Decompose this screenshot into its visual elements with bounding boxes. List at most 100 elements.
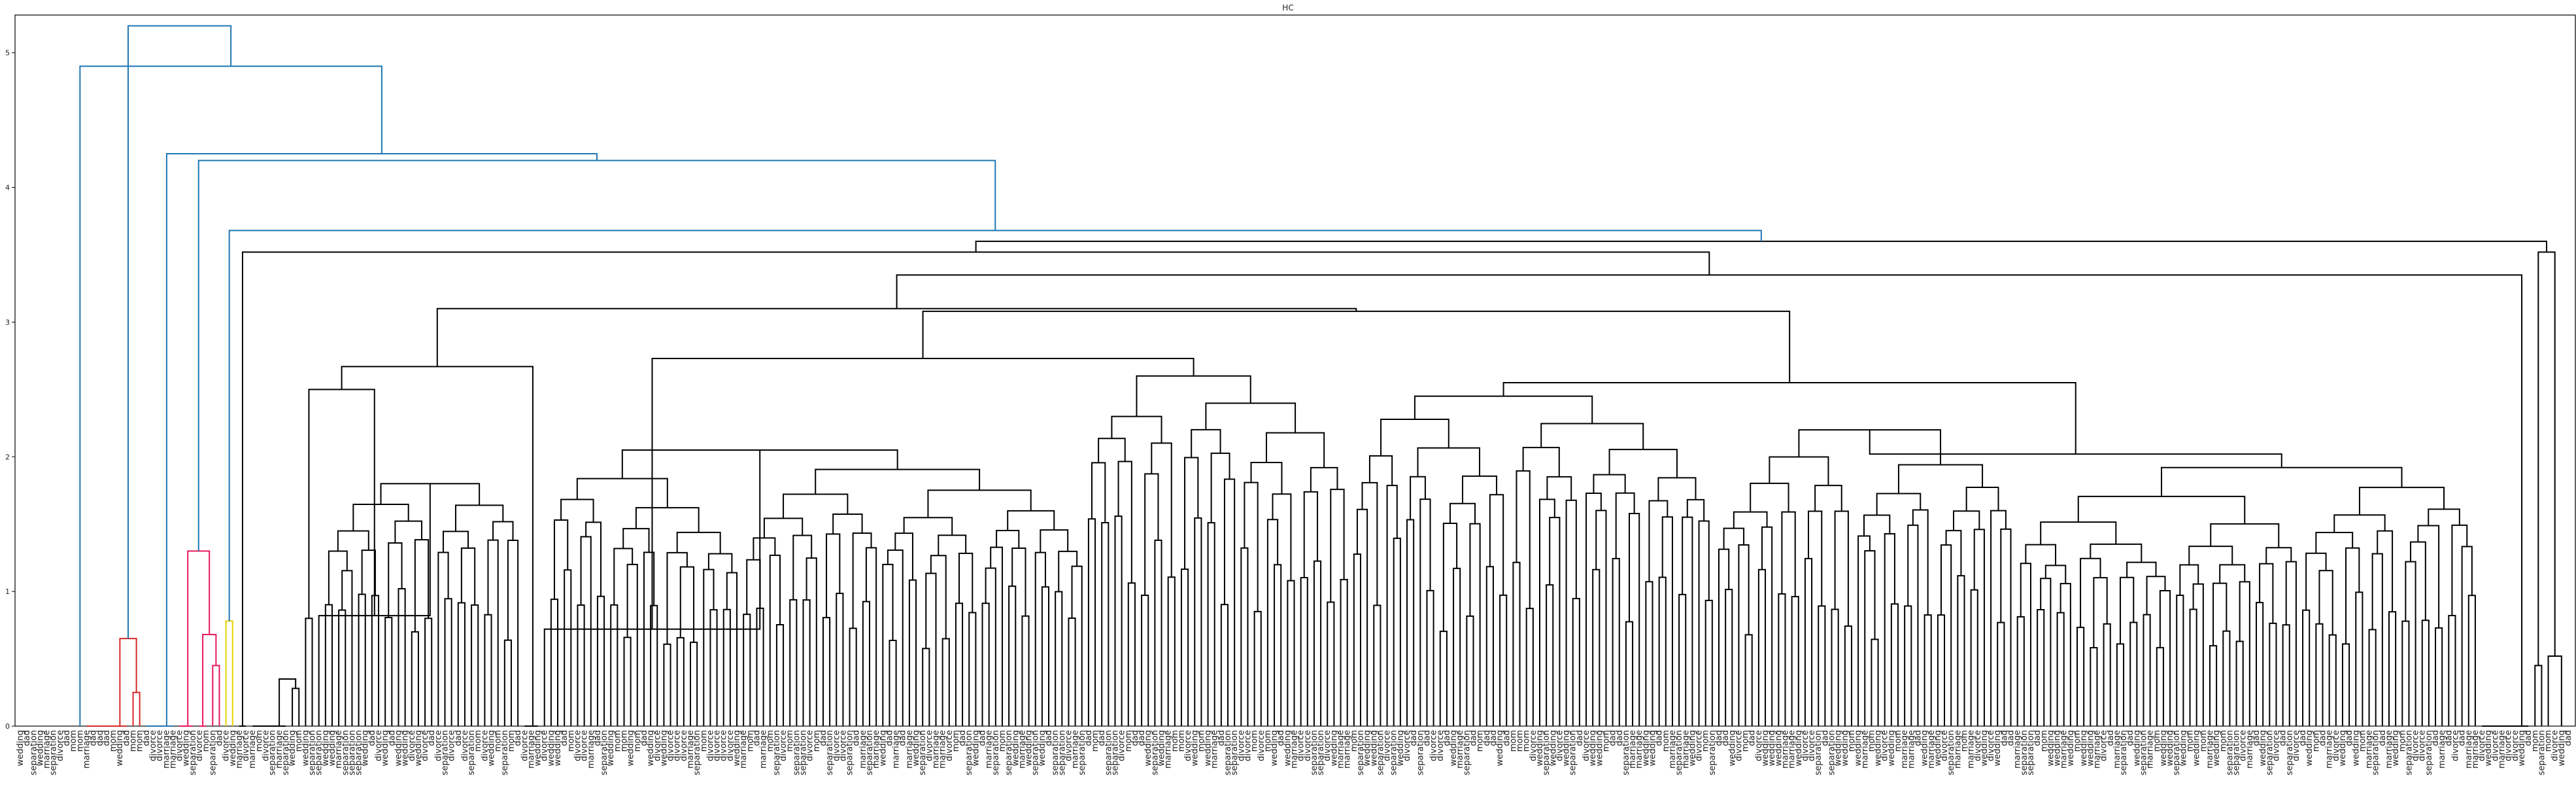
leaf-label: separation xyxy=(1389,730,1399,775)
leaf-label: wedding xyxy=(1980,730,1990,766)
dendrogram-link xyxy=(1300,577,1308,726)
dendrogram-link xyxy=(2077,495,2246,524)
dendrogram-link xyxy=(338,609,347,726)
dendrogram-link xyxy=(643,551,655,726)
dendrogram-link xyxy=(2209,645,2218,726)
leaf-label: mom xyxy=(1250,730,1260,752)
dendrogram-link xyxy=(1798,429,1942,465)
leaf-label: wedding xyxy=(553,730,563,766)
leaf-label: dad xyxy=(1137,730,1147,746)
leaf-label: separation xyxy=(1230,730,1240,775)
leaf-label: dad xyxy=(2564,730,2573,746)
leaf-label: marriage xyxy=(1927,730,1937,769)
leaf-label: dad xyxy=(1044,730,1054,746)
dendrogram-link xyxy=(1525,608,1534,726)
leaf-label: dad xyxy=(2444,730,2454,746)
leaf-label: marriage xyxy=(2325,730,2335,769)
dendrogram-link xyxy=(492,521,514,540)
dendrogram-link xyxy=(2076,627,2085,726)
dendrogram-link xyxy=(1489,494,1504,595)
leaf-label: divorce xyxy=(2551,730,2560,761)
dendrogram-link xyxy=(1380,419,1449,456)
leaf-label: wedding xyxy=(2258,730,2268,766)
dendrogram-link xyxy=(585,521,602,597)
dendrogram-link xyxy=(1940,544,1952,726)
leaf-label: separation xyxy=(467,730,477,775)
leaf-label: separation xyxy=(1356,730,1366,775)
dendrogram-link xyxy=(1136,375,1251,417)
leaf-label: separation xyxy=(1568,730,1578,775)
dendrogram-link xyxy=(2302,609,2311,726)
leaf-label: divorce xyxy=(1064,730,1074,761)
leaf-label: wedding xyxy=(115,730,125,766)
leaf-label: marriage xyxy=(739,730,749,769)
leaf-label: divorce xyxy=(1243,730,1253,761)
dendrogram-link xyxy=(1757,568,1767,726)
leaf-label: divorce xyxy=(1582,730,1591,761)
dendrogram-link xyxy=(460,547,476,605)
dendrogram-link xyxy=(1546,476,1572,500)
dendrogram-link xyxy=(341,366,534,726)
dendrogram-link xyxy=(1466,615,1474,726)
dendrogram-link xyxy=(212,665,220,726)
dendrogram-link xyxy=(1516,470,1531,609)
dendrogram-link xyxy=(922,310,1791,383)
dendrogram-link xyxy=(550,599,559,726)
leaf-label: dad xyxy=(958,730,968,746)
leaf-label: separation xyxy=(2285,730,2295,775)
leaf-label: wedding xyxy=(1761,730,1771,766)
dendrogram-link xyxy=(1973,529,1985,726)
dendrogram-link xyxy=(832,513,863,534)
dendrogram-link xyxy=(328,550,348,605)
leaf-label: marriage xyxy=(1967,730,1976,769)
dendrogram-link xyxy=(457,602,466,726)
dendrogram-link xyxy=(2405,561,2416,726)
dendrogram-link xyxy=(1058,550,1078,592)
dendrogram-link xyxy=(676,636,685,726)
leaf-label: divorce xyxy=(945,730,955,761)
dendrogram-link xyxy=(2116,643,2125,726)
leaf-label: divorce xyxy=(241,730,251,761)
leaf-label: wedding xyxy=(301,730,311,766)
dendrogram-link xyxy=(444,598,452,726)
dendrogram-link xyxy=(1615,492,1635,559)
leaf-label: separation xyxy=(1814,730,1823,775)
leaf-label: divorce xyxy=(1257,730,1266,761)
leaf-label: separation xyxy=(1376,730,1385,775)
dendrogram-link xyxy=(2146,576,2166,615)
leaf-label: separation xyxy=(1708,730,1718,775)
leaf-label: divorce xyxy=(2411,730,2421,761)
leaf-label: separation xyxy=(2371,730,2381,775)
leaf-label: mom xyxy=(75,730,85,752)
dendrogram-link xyxy=(1723,527,1745,549)
dendrogram-link xyxy=(1101,521,1110,726)
leaf-label: dad xyxy=(560,730,569,746)
leaf-label: wedding xyxy=(1993,730,2003,766)
dendrogram-link xyxy=(1462,475,1498,504)
leaf-label: marriage xyxy=(1780,730,1790,769)
leaf-label: separation xyxy=(1316,730,1326,775)
leaf-label: divorce xyxy=(2490,730,2500,761)
dendrogram-link xyxy=(2189,608,2197,726)
leaf-label: mom xyxy=(1177,730,1187,752)
leaf-label: marriage xyxy=(82,730,92,769)
leaf-label: marriage xyxy=(334,730,344,769)
leaf-label: mom xyxy=(135,730,145,752)
dendrogram-link xyxy=(1167,576,1176,726)
leaf-label: separation xyxy=(1051,730,1060,775)
dendrogram-link xyxy=(2239,581,2250,726)
leaf-label: divorce xyxy=(2477,730,2487,761)
leaf-label: divorce xyxy=(56,730,65,761)
leaf-label: mom xyxy=(2186,730,2195,752)
leaf-label: divorce xyxy=(2292,730,2301,761)
leaf-label: wedding xyxy=(2178,730,2188,766)
leaf-label: mom xyxy=(1170,730,1180,752)
leaf-label: dad xyxy=(1608,730,1618,746)
leaf-label: wedding xyxy=(659,730,669,766)
dendrogram-link xyxy=(1592,568,1601,726)
leaf-label: wedding xyxy=(878,730,888,766)
dendrogram-link xyxy=(2428,508,2460,526)
dendrogram-tree xyxy=(79,25,2562,727)
dendrogram-link xyxy=(1141,595,1149,726)
dendrogram-link xyxy=(1661,516,1673,726)
